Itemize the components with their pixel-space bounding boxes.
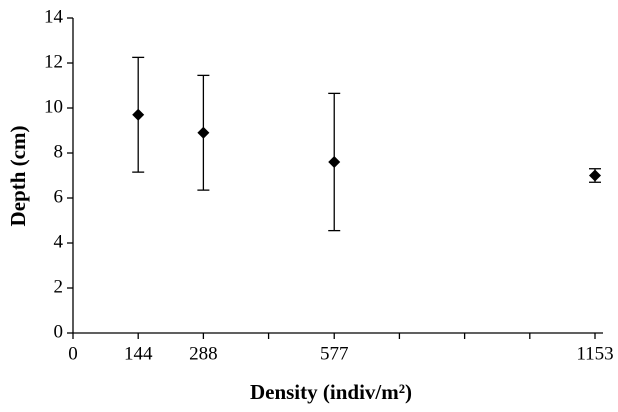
y-tick-label: 0 [54,321,64,342]
y-tick-label: 10 [44,96,63,117]
marker [328,156,341,168]
y-tick-label: 8 [54,141,64,162]
marker [589,169,601,182]
y-axis-title: Depth (cm) [6,126,30,227]
marker [197,126,210,139]
x-tick-label: 577 [320,343,349,364]
y-tick-label: 14 [44,6,64,27]
y-tick-label: 12 [44,51,63,72]
x-axis-title: Density (indiv/m²) [250,380,412,404]
x-tick-label: 288 [189,343,218,364]
y-tick-label: 4 [54,231,64,252]
x-tick-label: 0 [68,343,78,364]
x-tick-label: 1153 [576,343,613,364]
y-tick-label: 2 [54,276,64,297]
x-tick-label: 144 [124,343,153,364]
marker [132,108,145,121]
y-tick-label: 6 [54,186,64,207]
